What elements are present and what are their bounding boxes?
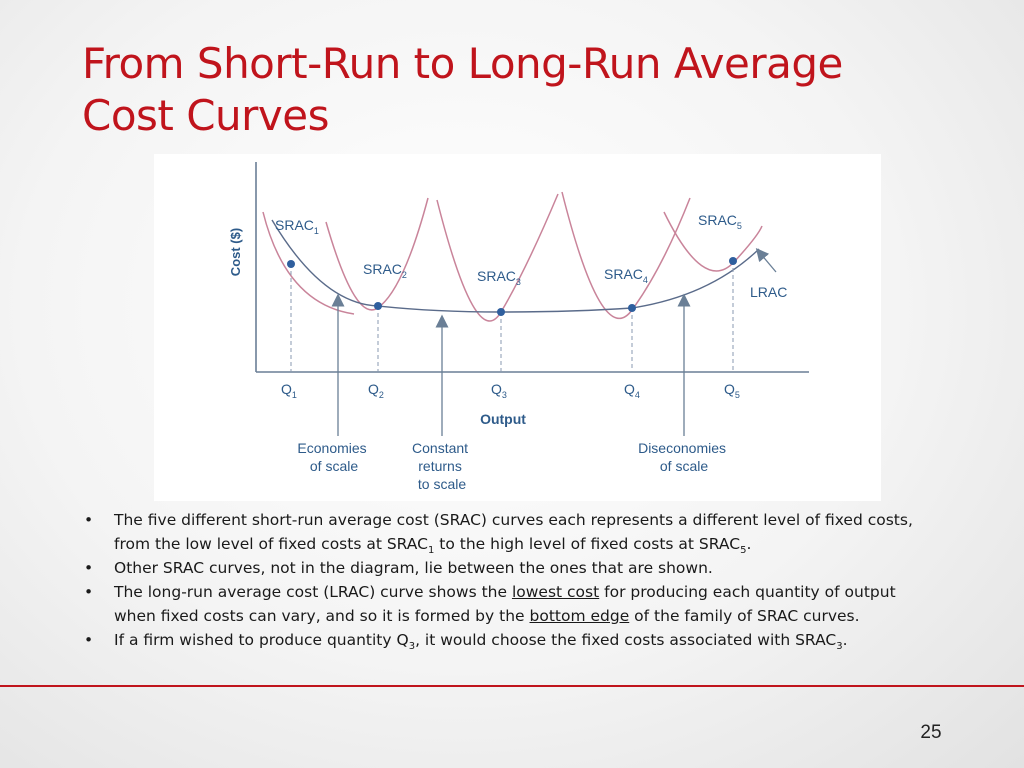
bullet-list: The five different short-run average cos…	[82, 508, 962, 652]
bullet-item-3: The long-run average cost (LRAC) curve s…	[82, 580, 962, 628]
srac-label-1: SRAC1	[275, 217, 319, 236]
tangency-dot-3	[497, 308, 505, 316]
slide-title-line-2: Cost Curves	[82, 91, 330, 140]
srac-curve-3	[436, 193, 559, 322]
bullet-item-1: The five different short-run average cos…	[82, 508, 962, 556]
constant-annotation: Constant returns to scale	[412, 440, 472, 492]
tangency-dot-1	[287, 260, 295, 268]
x-axis-label: Output	[480, 411, 526, 427]
lrac-curve	[271, 219, 760, 313]
slide-title: From Short-Run to Long-Run Average Cost …	[82, 38, 942, 142]
tangency-dot-5	[729, 257, 737, 265]
q-label-4: Q4	[624, 381, 640, 400]
underlined-lowest-cost: lowest cost	[511, 583, 600, 601]
page-number: 25	[920, 722, 942, 743]
q-label-2: Q2	[368, 381, 384, 400]
srac-label-5: SRAC5	[698, 212, 742, 231]
srac-label-3: SRAC3	[477, 268, 521, 287]
underlined-bottom-edge: bottom edge	[529, 607, 630, 625]
tangency-dot-4	[628, 304, 636, 312]
y-axis-label: Cost ($)	[228, 228, 243, 276]
economies-annotation: Economies of scale	[297, 440, 370, 474]
bullet-item-4: If a firm wished to produce quantity Q3,…	[82, 628, 962, 652]
q-label-3: Q3	[491, 381, 507, 400]
srac-label-4: SRAC4	[604, 266, 648, 285]
diseconomies-annotation: Diseconomies of scale	[638, 440, 730, 474]
tangency-dot-2	[374, 302, 382, 310]
srac-curve-1	[262, 211, 355, 315]
footer-divider	[0, 685, 1024, 687]
cost-curves-diagram: Cost ($) SRAC1 SRAC2 SRAC3 SRAC	[154, 154, 881, 501]
lrac-label: LRAC	[750, 284, 787, 300]
diagram-canvas: Cost ($) SRAC1 SRAC2 SRAC3 SRAC	[228, 162, 809, 492]
bullet-item-2: Other SRAC curves, not in the diagram, l…	[82, 556, 962, 580]
srac-curve-2	[325, 197, 429, 311]
lrac-pointer	[755, 248, 777, 273]
slide-title-line-1: From Short-Run to Long-Run Average	[82, 39, 843, 88]
q-label-1: Q1	[281, 381, 297, 400]
q-label-5: Q5	[724, 381, 740, 400]
srac-label-2: SRAC2	[363, 261, 407, 280]
